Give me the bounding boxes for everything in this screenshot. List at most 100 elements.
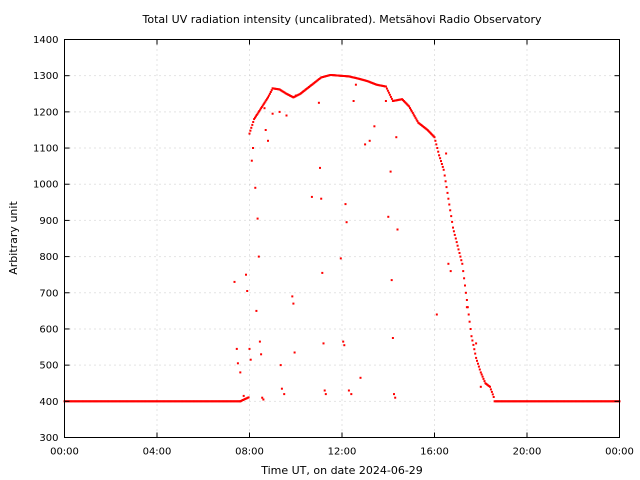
data-point: [479, 385, 482, 388]
data-point: [389, 95, 392, 98]
y-tick-label: 400: [39, 397, 58, 408]
data-point: [260, 105, 263, 108]
data-point: [256, 217, 259, 220]
data-point: [482, 377, 485, 380]
data-point: [435, 313, 438, 316]
data-point: [449, 270, 452, 273]
y-tick-label: 1200: [33, 107, 58, 118]
data-point: [478, 368, 481, 371]
data-point: [321, 271, 324, 274]
data-point: [472, 343, 475, 346]
data-point: [252, 121, 255, 123]
data-point: [390, 97, 393, 100]
data-point: [285, 114, 288, 117]
data-point: [455, 241, 458, 244]
data-point: [468, 320, 471, 323]
data-point: [410, 110, 413, 113]
data-point: [481, 375, 484, 378]
data-point: [364, 143, 367, 146]
x-tick-label: 12:00: [328, 447, 357, 458]
data-point: [467, 313, 470, 316]
data-point: [270, 89, 273, 92]
data-point: [396, 228, 399, 231]
data-point: [477, 365, 480, 368]
y-tick-label: 1000: [33, 180, 58, 191]
data-point: [233, 280, 236, 283]
data-point: [409, 107, 411, 110]
x-axis-tick-labels: 00:00 04:00 08:00 12:00 16:00 20:00 00:00: [50, 447, 634, 458]
data-point: [261, 396, 264, 399]
data-point: [267, 139, 269, 142]
data-point: [254, 115, 257, 118]
x-tick-label: 00:00: [605, 447, 634, 458]
data-point: [239, 371, 242, 374]
data-points: [63, 74, 621, 403]
data-point: [442, 168, 445, 171]
data-point: [254, 116, 256, 119]
data-point: [433, 136, 436, 139]
data-point: [322, 342, 325, 345]
data-point: [291, 295, 294, 298]
data-point: [252, 147, 254, 149]
data-point: [258, 340, 261, 343]
data-point: [345, 221, 348, 224]
data-point: [446, 191, 449, 194]
data-point: [451, 220, 454, 223]
data-point: [438, 154, 441, 157]
data-point: [456, 244, 459, 247]
data-point: [452, 226, 454, 229]
data-point: [386, 89, 389, 92]
data-point: [477, 362, 479, 365]
data-point: [255, 309, 258, 312]
x-tick-label: 16:00: [420, 447, 449, 458]
data-point: [262, 103, 265, 106]
data-point: [342, 340, 345, 343]
data-point: [254, 186, 257, 189]
data-point: [416, 120, 419, 123]
y-tick-label: 1400: [33, 35, 58, 46]
grid: [64, 39, 620, 438]
data-point: [293, 351, 296, 354]
data-point: [414, 116, 417, 119]
data-point: [393, 393, 395, 396]
x-tick-label: 20:00: [513, 447, 542, 458]
data-point: [246, 290, 249, 292]
data-point: [260, 107, 263, 110]
data-point: [444, 180, 447, 183]
data-point: [319, 166, 321, 169]
data-point: [450, 215, 453, 218]
data-point: [412, 113, 415, 116]
x-tick-label: 04:00: [143, 447, 172, 458]
data-point: [483, 380, 486, 383]
data-point: [447, 197, 450, 200]
data-point: [447, 262, 450, 265]
data-point: [391, 337, 394, 339]
data-point: [343, 344, 346, 347]
data-point: [278, 110, 281, 113]
data-point: [339, 257, 342, 260]
data-point: [408, 105, 411, 108]
data-point: [463, 277, 466, 280]
data-point: [279, 364, 282, 367]
data-point: [257, 111, 260, 114]
data-point: [465, 299, 468, 301]
data-point: [271, 112, 274, 115]
data-point: [250, 126, 253, 129]
data-point: [492, 396, 495, 398]
data-point: [294, 94, 297, 97]
data-point: [242, 394, 245, 397]
y-tick-label: 600: [39, 324, 58, 335]
data-point: [461, 262, 464, 265]
y-axis-tick-labels: 300 400 500 600 700 800 900 1000 1100 1200 1300 140…: [33, 35, 58, 444]
data-point: [248, 347, 251, 350]
data-point: [458, 252, 461, 254]
data-point: [258, 110, 261, 112]
y-tick-label: 1300: [33, 71, 58, 82]
data-point: [310, 195, 313, 198]
data-point: [280, 387, 283, 390]
data-point: [249, 129, 252, 132]
data-point: [441, 165, 444, 168]
data-point: [354, 83, 357, 86]
y-tick-label: 800: [39, 252, 58, 263]
data-point: [452, 230, 455, 233]
